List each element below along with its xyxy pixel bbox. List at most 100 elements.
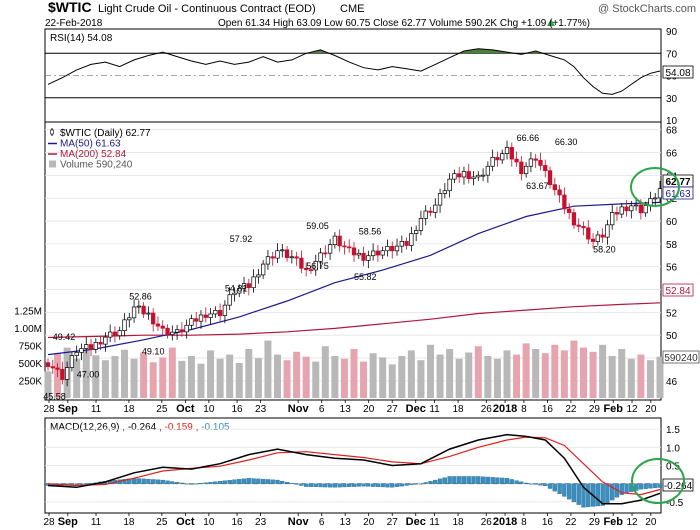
- macd-tick-label: 1.0: [666, 443, 680, 454]
- rsi-tick-label: 30: [666, 94, 678, 105]
- candle-body: [461, 171, 467, 178]
- candle-body: [442, 190, 447, 194]
- x-axis-label: 29: [589, 404, 601, 415]
- x-axis-label: 16: [542, 517, 554, 528]
- macd-histogram-bar: [122, 479, 127, 484]
- volume-bar: [302, 356, 310, 398]
- candle-body: [576, 224, 581, 227]
- x-axis-label: 25: [156, 517, 168, 528]
- volume-bar: [637, 354, 645, 398]
- candle-body: [605, 224, 610, 238]
- macd-histogram-bar: [261, 478, 266, 484]
- candle-body: [538, 159, 543, 166]
- legend-entry: $WTIC (Daily) 62.77: [60, 128, 151, 139]
- macd-histogram-bar: [361, 483, 366, 487]
- x-axis-label: 20: [645, 517, 657, 528]
- price-annotation: 66.30: [555, 137, 578, 147]
- volume-bar: [589, 351, 597, 398]
- candle-body: [93, 342, 98, 350]
- x-axis-label: 11: [429, 404, 440, 415]
- candle-body: [581, 226, 586, 229]
- macd-histogram-bar: [576, 483, 581, 505]
- candle-body: [528, 158, 534, 167]
- candle-body: [567, 208, 572, 213]
- macd-histogram-bar: [237, 479, 242, 484]
- candle-body: [237, 288, 242, 294]
- volume-bar: [340, 358, 348, 398]
- rsi-value-tag-box: [662, 65, 694, 79]
- volume-tick-label: 500K: [19, 359, 43, 370]
- volume-bar: [541, 353, 549, 398]
- candle-body: [112, 331, 118, 337]
- volume-bar: [388, 364, 396, 398]
- macd-histogram-bar: [423, 482, 428, 484]
- macd-histogram-bar: [538, 483, 543, 486]
- candle-body: [428, 210, 433, 213]
- x-axis-label: 22: [565, 404, 577, 415]
- volume-tick-label: 1.25M: [14, 307, 42, 318]
- macd-histogram-bar: [251, 478, 256, 484]
- candle-body: [241, 283, 247, 289]
- candle-body: [198, 314, 204, 322]
- candle-body: [141, 305, 146, 315]
- macd-histogram-bar: [289, 483, 294, 484]
- macd-histogram-bar: [476, 476, 481, 484]
- volume-bar: [560, 350, 568, 398]
- candle-body: [509, 147, 514, 160]
- candle-body: [452, 173, 457, 180]
- candle-body: [246, 283, 251, 289]
- candle-body: [633, 204, 639, 207]
- macd-histogram-bar: [457, 476, 462, 484]
- price-annotation: 45.58: [43, 392, 66, 402]
- volume-bar: [321, 346, 329, 398]
- x-axis-label: 26: [481, 404, 493, 415]
- macd-label: MACD(12,26,9) , -0.264 , -0.159 , -0.105: [50, 422, 230, 433]
- x-axis-label: 12: [626, 517, 638, 528]
- candle-body: [284, 249, 290, 259]
- legend-candle-body: [50, 129, 54, 135]
- volume-bar: [73, 358, 81, 398]
- macd-histogram-bar: [194, 483, 199, 485]
- macd-histogram-bar: [155, 479, 161, 484]
- x-axis-label: 26: [481, 517, 493, 528]
- candle-body: [256, 274, 261, 278]
- macd-histogram-bar: [351, 483, 357, 487]
- volume-bar: [187, 356, 195, 398]
- legend-entry: MA(50) 61.63: [60, 139, 121, 150]
- candle-body: [351, 247, 357, 256]
- x-axis-label: Feb: [603, 403, 623, 415]
- candle-body: [136, 305, 141, 308]
- x-axis-label: 20: [363, 517, 375, 528]
- x-axis-label: 18: [452, 404, 464, 415]
- macd-histogram-bar: [299, 483, 304, 486]
- candle-body: [547, 170, 553, 185]
- volume-bar: [44, 371, 52, 398]
- candle-body: [160, 325, 165, 329]
- x-axis-label: 11: [91, 517, 102, 528]
- macd-histogram-bar: [461, 476, 467, 484]
- volume-bar: [235, 363, 243, 398]
- volume-bar: [216, 358, 224, 398]
- macd-histogram-bar: [184, 483, 189, 485]
- x-axis-label: 16: [232, 517, 244, 528]
- x-axis-label: 13: [340, 404, 352, 415]
- x-axis-label: 18: [452, 517, 464, 528]
- macd-histogram-bar: [552, 483, 557, 492]
- macd-histogram-bar: [648, 483, 653, 489]
- candle-body: [361, 252, 366, 261]
- x-axis-label: 12: [626, 404, 638, 415]
- price-annotation: 66.66: [517, 133, 540, 143]
- x-axis-label: Dec: [406, 403, 426, 415]
- candle-body: [390, 246, 395, 252]
- x-axis-label: 18: [123, 517, 135, 528]
- macd-histogram-bar: [136, 478, 141, 484]
- macd-histogram-bar: [256, 478, 261, 484]
- candle-body: [414, 230, 419, 234]
- candle-body: [50, 366, 55, 369]
- candle-body: [500, 153, 505, 161]
- macd-histogram-bar: [270, 479, 275, 484]
- candle-body: [217, 310, 223, 316]
- macd-histogram-bar: [414, 483, 419, 485]
- date-label: 22-Feb-2018: [45, 18, 103, 29]
- macd-histogram-bar: [624, 483, 629, 494]
